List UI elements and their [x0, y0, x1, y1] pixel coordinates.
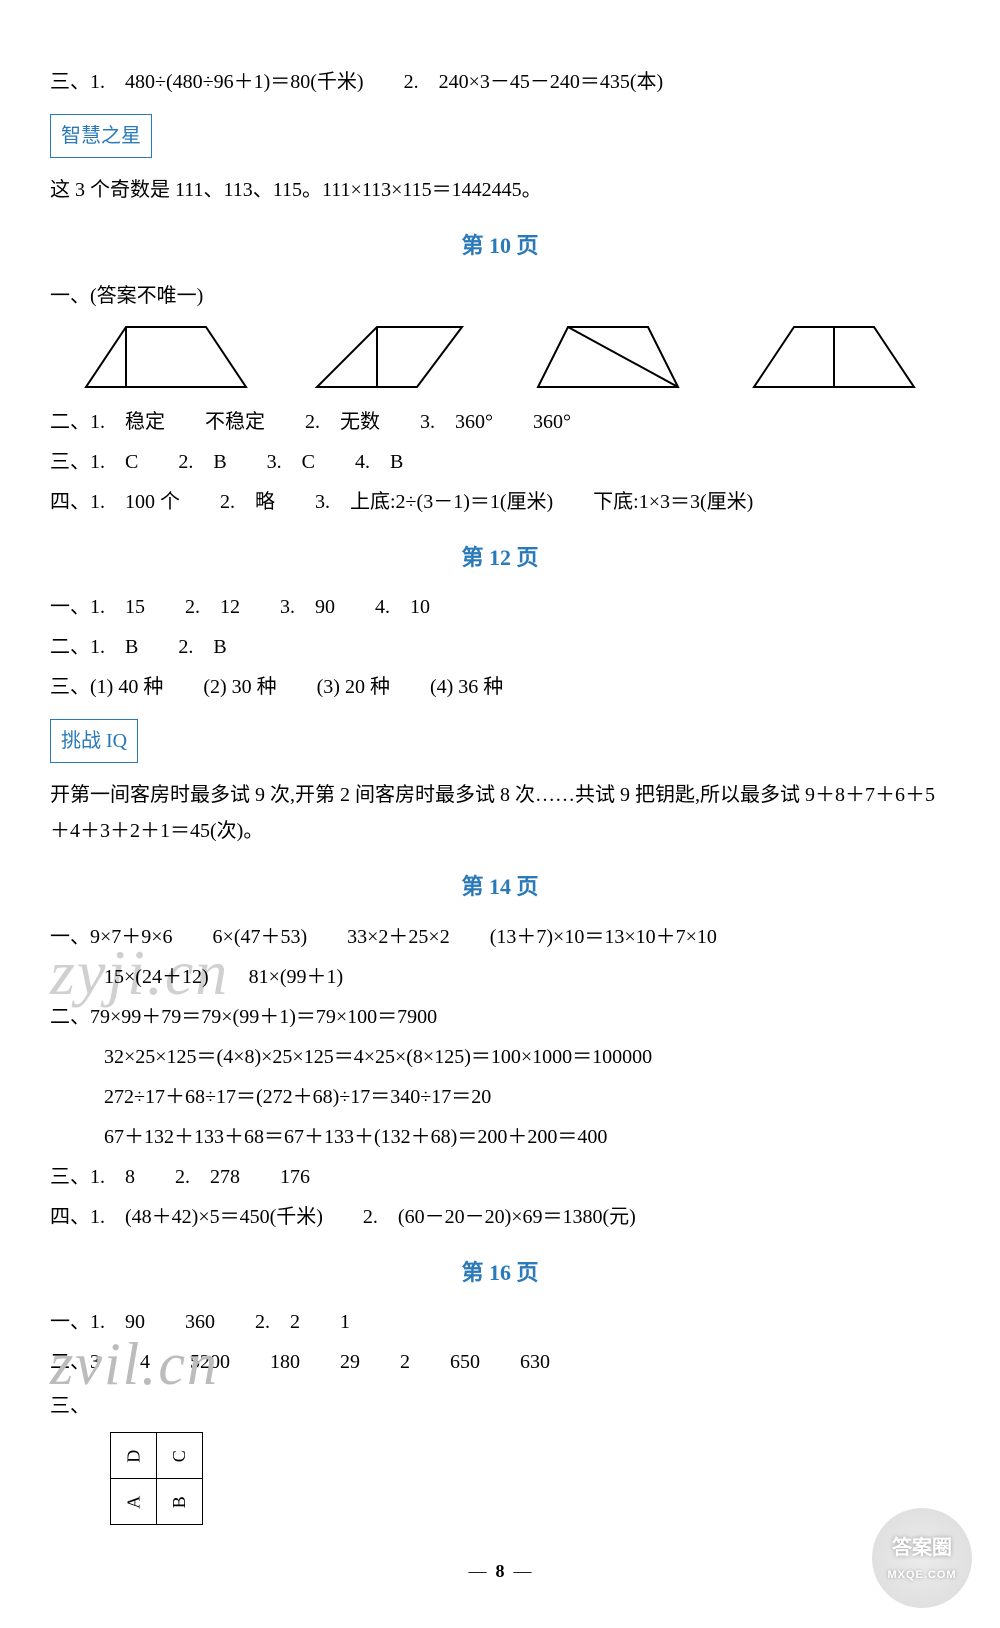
- badge-title: 答案圈: [892, 1530, 952, 1566]
- page-10-heading: 第 10 页: [50, 226, 950, 266]
- p16-san-label: 三、: [50, 1388, 90, 1424]
- p14-yi-1: 一、9×7＋9×6 6×(47＋53) 33×2＋25×2 (13＋7)×10＝…: [50, 919, 950, 955]
- rotation-grid: D C A B: [110, 1432, 203, 1525]
- p12-er: 二、1. B 2. B: [50, 629, 950, 665]
- p14-er-4: 67＋132＋133＋68＝67＋133＋(132＋68)＝200＋200＝40…: [50, 1119, 950, 1155]
- grid-cell-c: C: [157, 1433, 203, 1479]
- grid-cell-d: D: [111, 1433, 157, 1479]
- p10-si: 四、1. 100 个 2. 略 3. 上底:2÷(3－1)＝1(厘米) 下底:1…: [50, 484, 950, 520]
- trapezoid-2: [312, 322, 472, 392]
- p16-er: 二、3 4 5200 180 29 2 650 630: [50, 1344, 950, 1380]
- page-12-heading: 第 12 页: [50, 538, 950, 578]
- trapezoid-4: [749, 322, 919, 392]
- p14-er-2: 32×25×125＝(4×8)×25×125＝4×25×(8×125)＝100×…: [50, 1039, 950, 1075]
- p12-san: 三、(1) 40 种 (2) 30 种 (3) 20 种 (4) 36 种: [50, 669, 950, 705]
- trapezoid-3: [533, 322, 688, 392]
- p14-si: 四、1. (48＋42)×5＝450(千米) 2. (60－20－20)×69＝…: [50, 1199, 950, 1235]
- challenge-iq-label: 挑战 IQ: [50, 719, 138, 763]
- grid-cell-a: A: [111, 1479, 157, 1525]
- p10-san: 三、1. C 2. B 3. C 4. B: [50, 444, 950, 480]
- section-3-line: 三、1. 480÷(480÷96＋1)＝80(千米) 2. 240×3－45－2…: [50, 64, 950, 100]
- p14-yi-2: 15×(24＋12) 81×(99＋1): [50, 959, 950, 995]
- answer-circle-badge: 答案圈 MXQE.COM: [872, 1508, 972, 1608]
- p14-san: 三、1. 8 2. 278 176: [50, 1159, 950, 1195]
- p14-er-3: 272÷17＋68÷17＝(272＋68)÷17＝340÷17＝20: [50, 1079, 950, 1115]
- p10-er: 二、1. 稳定 不稳定 2. 无数 3. 360° 360°: [50, 404, 950, 440]
- p10-yi: 一、(答案不唯一): [50, 278, 950, 314]
- trapezoid-1: [81, 322, 251, 392]
- trapezoid-row: [50, 322, 950, 392]
- grid-cell-b: B: [157, 1479, 203, 1525]
- p16-yi: 一、1. 90 360 2. 2 1: [50, 1304, 950, 1340]
- page-14-heading: 第 14 页: [50, 867, 950, 907]
- wisdom-star-text: 这 3 个奇数是 111、113、115。111×113×115＝1442445…: [50, 172, 950, 208]
- badge-subtitle: MXQE.COM: [887, 1566, 956, 1586]
- page-16-heading: 第 16 页: [50, 1253, 950, 1293]
- page-number: — 8 —: [50, 1555, 950, 1587]
- p14-er-1: 二、79×99＋79＝79×(99＋1)＝79×100＝7900: [50, 999, 950, 1035]
- p12-iq-text: 开第一间客房时最多试 9 次,开第 2 间客房时最多试 8 次……共试 9 把钥…: [50, 777, 950, 849]
- wisdom-star-label: 智慧之星: [50, 114, 152, 158]
- p12-yi: 一、1. 15 2. 12 3. 90 4. 10: [50, 589, 950, 625]
